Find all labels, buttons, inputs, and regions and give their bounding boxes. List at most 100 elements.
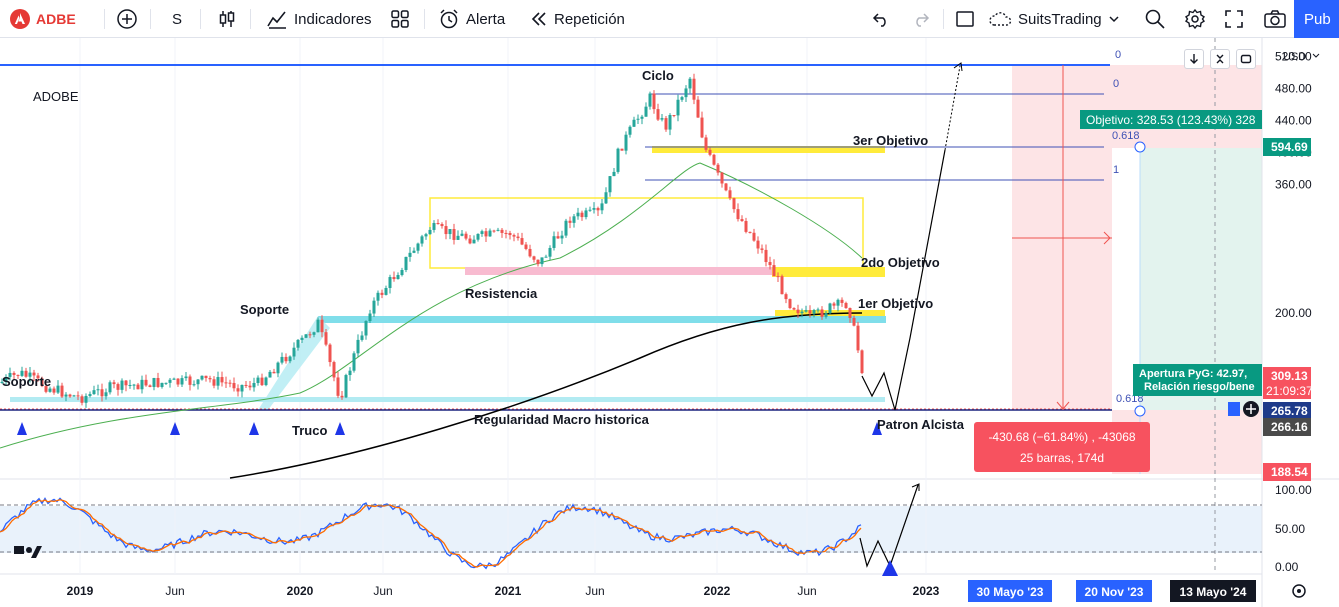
candle-body — [160, 382, 164, 387]
divider — [104, 9, 105, 29]
divider — [150, 9, 151, 29]
candle-body — [116, 384, 120, 390]
candle-body — [88, 394, 92, 396]
candle-body — [300, 337, 304, 340]
left-support-label: Soporte — [2, 374, 51, 389]
redo-icon — [916, 13, 930, 27]
candle-body — [480, 231, 484, 234]
profit-zone-top — [1112, 65, 1262, 148]
interval-button[interactable]: S — [172, 0, 182, 38]
candle-body — [388, 277, 392, 288]
candle-body — [616, 148, 620, 172]
candle-body — [856, 325, 860, 351]
candle-body — [148, 385, 152, 387]
candle-body — [836, 299, 840, 306]
candle-body — [532, 256, 536, 260]
candle-body — [228, 382, 232, 384]
price-chart[interactable]: ADOBE Ciclo 3er Objetivo 2do Objetivo 1er Ob… — [0, 38, 1339, 607]
stoch-d-line — [0, 499, 862, 568]
candle-body — [844, 302, 848, 309]
candle-body — [736, 209, 740, 220]
alert-label: Alerta — [466, 10, 506, 28]
candle-body — [124, 380, 128, 386]
open-pnl-text: Apertura PyG: 42.97, — [1139, 368, 1247, 380]
scroll-down-button[interactable] — [1184, 49, 1204, 69]
candle-body — [484, 231, 488, 237]
current-price-label-bg — [1263, 367, 1311, 385]
candle-body — [828, 303, 832, 314]
candle-body — [516, 236, 520, 239]
candle-body — [216, 377, 220, 386]
cloud-icon — [989, 12, 1012, 26]
candle-body — [756, 240, 760, 249]
signal-arrow-icon — [249, 422, 259, 435]
price-tick: 480.00 — [1275, 81, 1312, 95]
replay-button[interactable]: Repetición — [530, 0, 625, 38]
candle-body — [200, 375, 204, 380]
symbol-label: ADBE — [36, 11, 76, 27]
candle-body — [256, 377, 260, 383]
candle-body — [724, 183, 728, 191]
stop-price-label: 188.54 — [1271, 465, 1308, 479]
osc-tick: 100.00 — [1275, 483, 1312, 497]
search-button[interactable] — [1144, 0, 1166, 38]
undo-button[interactable] — [872, 0, 890, 38]
candle-body — [176, 378, 180, 385]
chart-type-button[interactable] — [217, 0, 237, 38]
camera-icon — [1264, 10, 1286, 28]
candle-body — [108, 382, 112, 393]
fullscreen-icon — [1225, 10, 1243, 28]
candle-body — [364, 321, 368, 336]
templates-button[interactable] — [390, 0, 410, 38]
candle-body — [660, 118, 664, 120]
layout-menu-button[interactable]: SuitsTrading — [988, 0, 1120, 38]
compare-button[interactable] — [116, 0, 138, 38]
gear-icon — [1185, 8, 1205, 30]
candle-body — [40, 378, 44, 387]
candle-body — [564, 220, 568, 236]
candle-body — [556, 236, 560, 239]
candle-body — [292, 347, 296, 357]
candle-body — [356, 339, 360, 354]
oscillator-band — [0, 506, 1262, 553]
candle-body — [48, 388, 52, 392]
settings-button[interactable] — [1184, 0, 1206, 38]
signal-arrow-icon — [17, 422, 27, 435]
candle-body — [212, 379, 216, 386]
collapse-button[interactable] — [1210, 49, 1230, 69]
fib-level-label: 0.618 — [1112, 130, 1140, 142]
candle-body — [548, 247, 552, 257]
candle-body — [424, 234, 428, 237]
cycle-label: Ciclo — [642, 68, 674, 83]
redo-button[interactable] — [912, 0, 930, 38]
candle-body — [524, 244, 528, 249]
maximize-pane-button[interactable] — [1236, 49, 1256, 69]
candle-body — [360, 335, 364, 340]
candle-body — [444, 226, 448, 235]
layout-toggle-button[interactable] — [955, 0, 975, 38]
currency-label: USD — [1283, 51, 1306, 63]
candle-body — [280, 356, 284, 363]
candle-body — [428, 229, 432, 235]
stop-arrow-icon — [1096, 231, 1111, 245]
publish-button[interactable]: Pub — [1294, 0, 1339, 38]
candle-body — [376, 292, 380, 301]
candle-body — [36, 375, 40, 379]
snapshot-button[interactable] — [1263, 0, 1287, 38]
fullscreen-button[interactable] — [1224, 0, 1244, 38]
time-tick: 2023 — [913, 584, 940, 598]
candle-body — [848, 308, 852, 318]
candle-body — [696, 99, 700, 118]
candle-body — [0, 381, 4, 383]
alert-button[interactable]: Alerta — [438, 0, 505, 38]
symbol-search[interactable]: ADBE — [10, 0, 76, 38]
candle-body — [588, 209, 592, 211]
candle-body — [432, 223, 436, 230]
candle-body — [536, 259, 540, 265]
indicators-button[interactable]: Indicadores — [266, 0, 372, 38]
candle-body — [488, 230, 492, 237]
candle-body — [168, 379, 172, 383]
candle-body — [860, 350, 864, 374]
candle-body — [600, 203, 604, 211]
candle-body — [104, 392, 108, 397]
